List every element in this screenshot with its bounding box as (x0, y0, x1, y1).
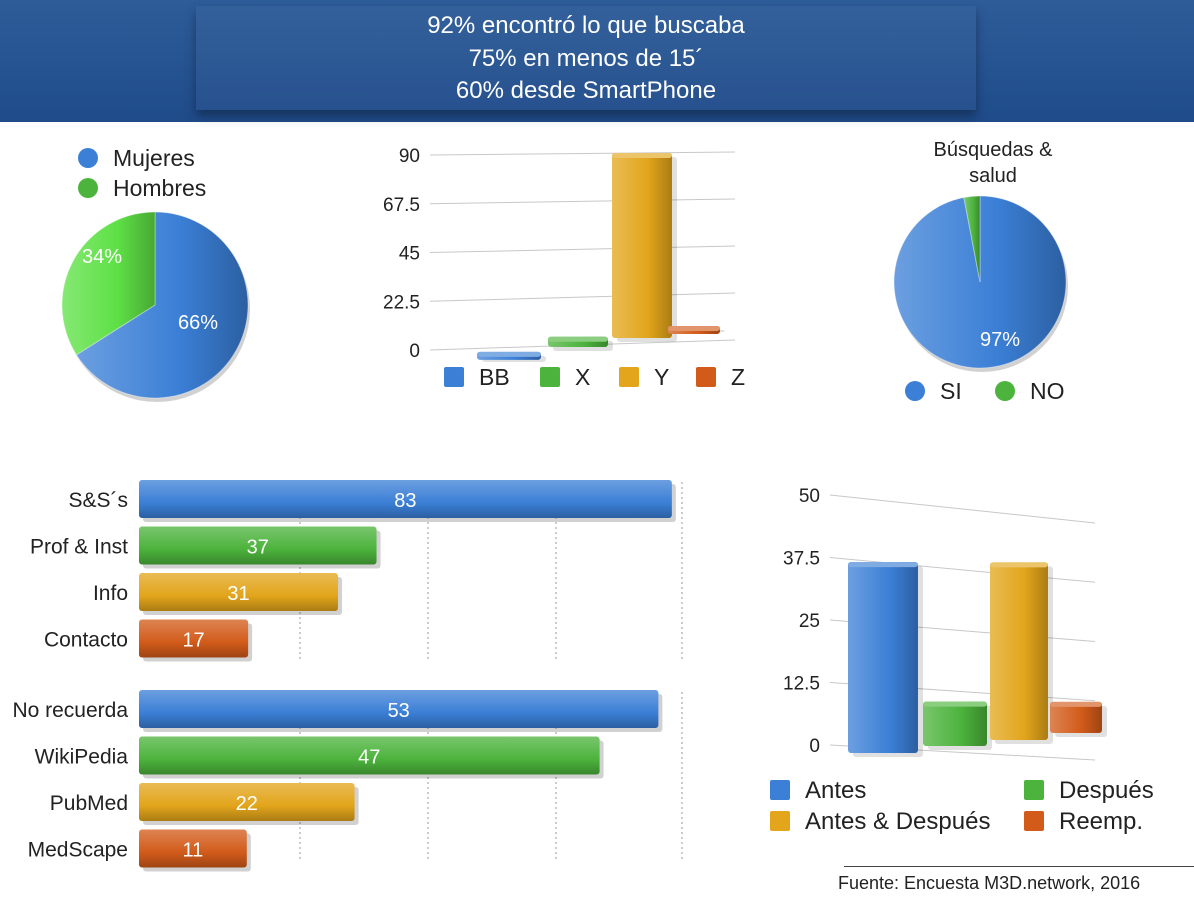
y-tick-label: 90 (399, 146, 420, 167)
legend-label-antes: Antes (805, 777, 867, 804)
hbar-prof-inst (139, 526, 377, 565)
hbar-wikipedia (139, 736, 600, 775)
legend-label-reemp: Reemp. (1059, 808, 1144, 835)
category-label: PubMed (50, 792, 128, 815)
legend-label-no: NO (1030, 378, 1065, 404)
bar-antes-despu-s (990, 562, 1048, 740)
legend-marker-reemp (1024, 811, 1044, 831)
health-pie-title: Búsquedas & salud (933, 139, 1053, 187)
legend-marker-y (619, 367, 639, 387)
y-tick-label: 45 (399, 244, 420, 265)
header-line-2: 75% en menos de 15´ (468, 45, 704, 72)
source-note: Fuente: Encuesta M3D.network, 2016 (838, 873, 1141, 893)
gridline (829, 494, 1096, 524)
legend-label-hombres: Hombres (113, 175, 207, 201)
legend-marker-z (696, 367, 716, 387)
bar-top (548, 336, 608, 342)
bar-reemp- (1050, 701, 1102, 733)
legend-marker-despues (1024, 780, 1044, 800)
gridline (829, 557, 1096, 583)
category-label: S&S´s (68, 489, 128, 512)
y-tick-label: 37.5 (783, 549, 820, 570)
bar-top (477, 351, 541, 357)
legend-marker-antes (770, 780, 790, 800)
bar-top (668, 325, 720, 331)
legend-label-si: SI (940, 378, 962, 404)
category-label: Contacto (44, 629, 128, 652)
bar-data-label: 11 (183, 840, 204, 862)
legend-marker-si (905, 381, 925, 401)
legend-label-antes-despues: Antes & Después (805, 808, 991, 835)
legend-marker-antes-despues (770, 811, 790, 831)
y-tick-label: 67.5 (383, 195, 420, 216)
bar-data-label: 37 (247, 537, 269, 559)
health-pie-slice-no (963, 195, 981, 283)
category-label: Info (93, 582, 128, 605)
health-pie-svg (893, 195, 1068, 372)
gridline (429, 245, 736, 253)
gridline (429, 198, 736, 205)
legend-marker-x (540, 367, 560, 387)
category-label: MedScape (28, 839, 128, 862)
bar-data-label: 47 (358, 747, 380, 769)
bar-top (990, 562, 1048, 568)
gridline (429, 151, 736, 156)
hbar-medscape (139, 829, 247, 868)
bar-data-label: 31 (227, 583, 249, 605)
legend-label-bb: BB (479, 364, 510, 390)
bar-data-label: 53 (388, 700, 410, 722)
legend-marker-mujeres (78, 148, 98, 168)
header-line-1: 92% encontró lo que buscaba (427, 12, 745, 39)
y-tick-label: 12.5 (783, 674, 820, 695)
header-banner: 92% encontró lo que buscaba 75% en menos… (0, 0, 1194, 122)
pie-data-label-hombres: 34% (82, 246, 123, 268)
hbar-s-s-s (139, 480, 672, 518)
bar-despu-s (923, 701, 987, 746)
legend-label-despues: Después (1059, 777, 1154, 804)
y-tick-label: 22.5 (383, 292, 420, 313)
legend-marker-bb (444, 367, 464, 387)
bar-antes (848, 562, 918, 753)
y-tick-label: 25 (799, 611, 820, 632)
gridline (429, 292, 736, 302)
source-divider (844, 866, 1194, 867)
legend-label-z: Z (731, 364, 746, 390)
y-tick-label: 0 (409, 341, 420, 362)
hbar-no-recuerda (139, 690, 659, 728)
bar-top (612, 153, 672, 158)
header-line-3: 60% desde SmartPhone (455, 77, 717, 104)
category-label: No recuerda (12, 699, 128, 722)
pie-data-label-mujeres: 66% (178, 312, 219, 334)
gender-pie-svg (61, 211, 250, 402)
bar-data-label: 17 (182, 630, 204, 652)
legend-label-x: X (575, 364, 591, 390)
category-label: WikiPedia (35, 746, 129, 769)
bar-top (923, 701, 987, 707)
bar-top (848, 562, 918, 568)
category-label: Prof & Inst (30, 536, 128, 559)
hbar-info (139, 573, 339, 611)
legend-marker-no (995, 381, 1015, 401)
bar-data-label: 83 (394, 490, 416, 512)
legend-label-mujeres: Mujeres (113, 145, 195, 171)
gender-pie-slice-hombres (61, 211, 156, 356)
device-bars-svg: 0 22.5 45 67.5 90 (383, 146, 736, 362)
hbar-contacto (139, 619, 249, 658)
health-pie-slice-si (893, 195, 1067, 369)
hbar-pubmed (139, 783, 355, 821)
y-tick-label: 50 (799, 486, 820, 507)
legend-marker-hombres (78, 178, 98, 198)
bar-y (612, 153, 672, 338)
gender-pie-slice-mujeres (75, 211, 249, 399)
y-tick-label: 0 (809, 736, 820, 757)
legend-label-y: Y (654, 364, 670, 390)
pie-data-label-si: 97% (980, 329, 1021, 351)
bar-data-label: 22 (236, 793, 258, 815)
bar-top (1050, 701, 1102, 707)
